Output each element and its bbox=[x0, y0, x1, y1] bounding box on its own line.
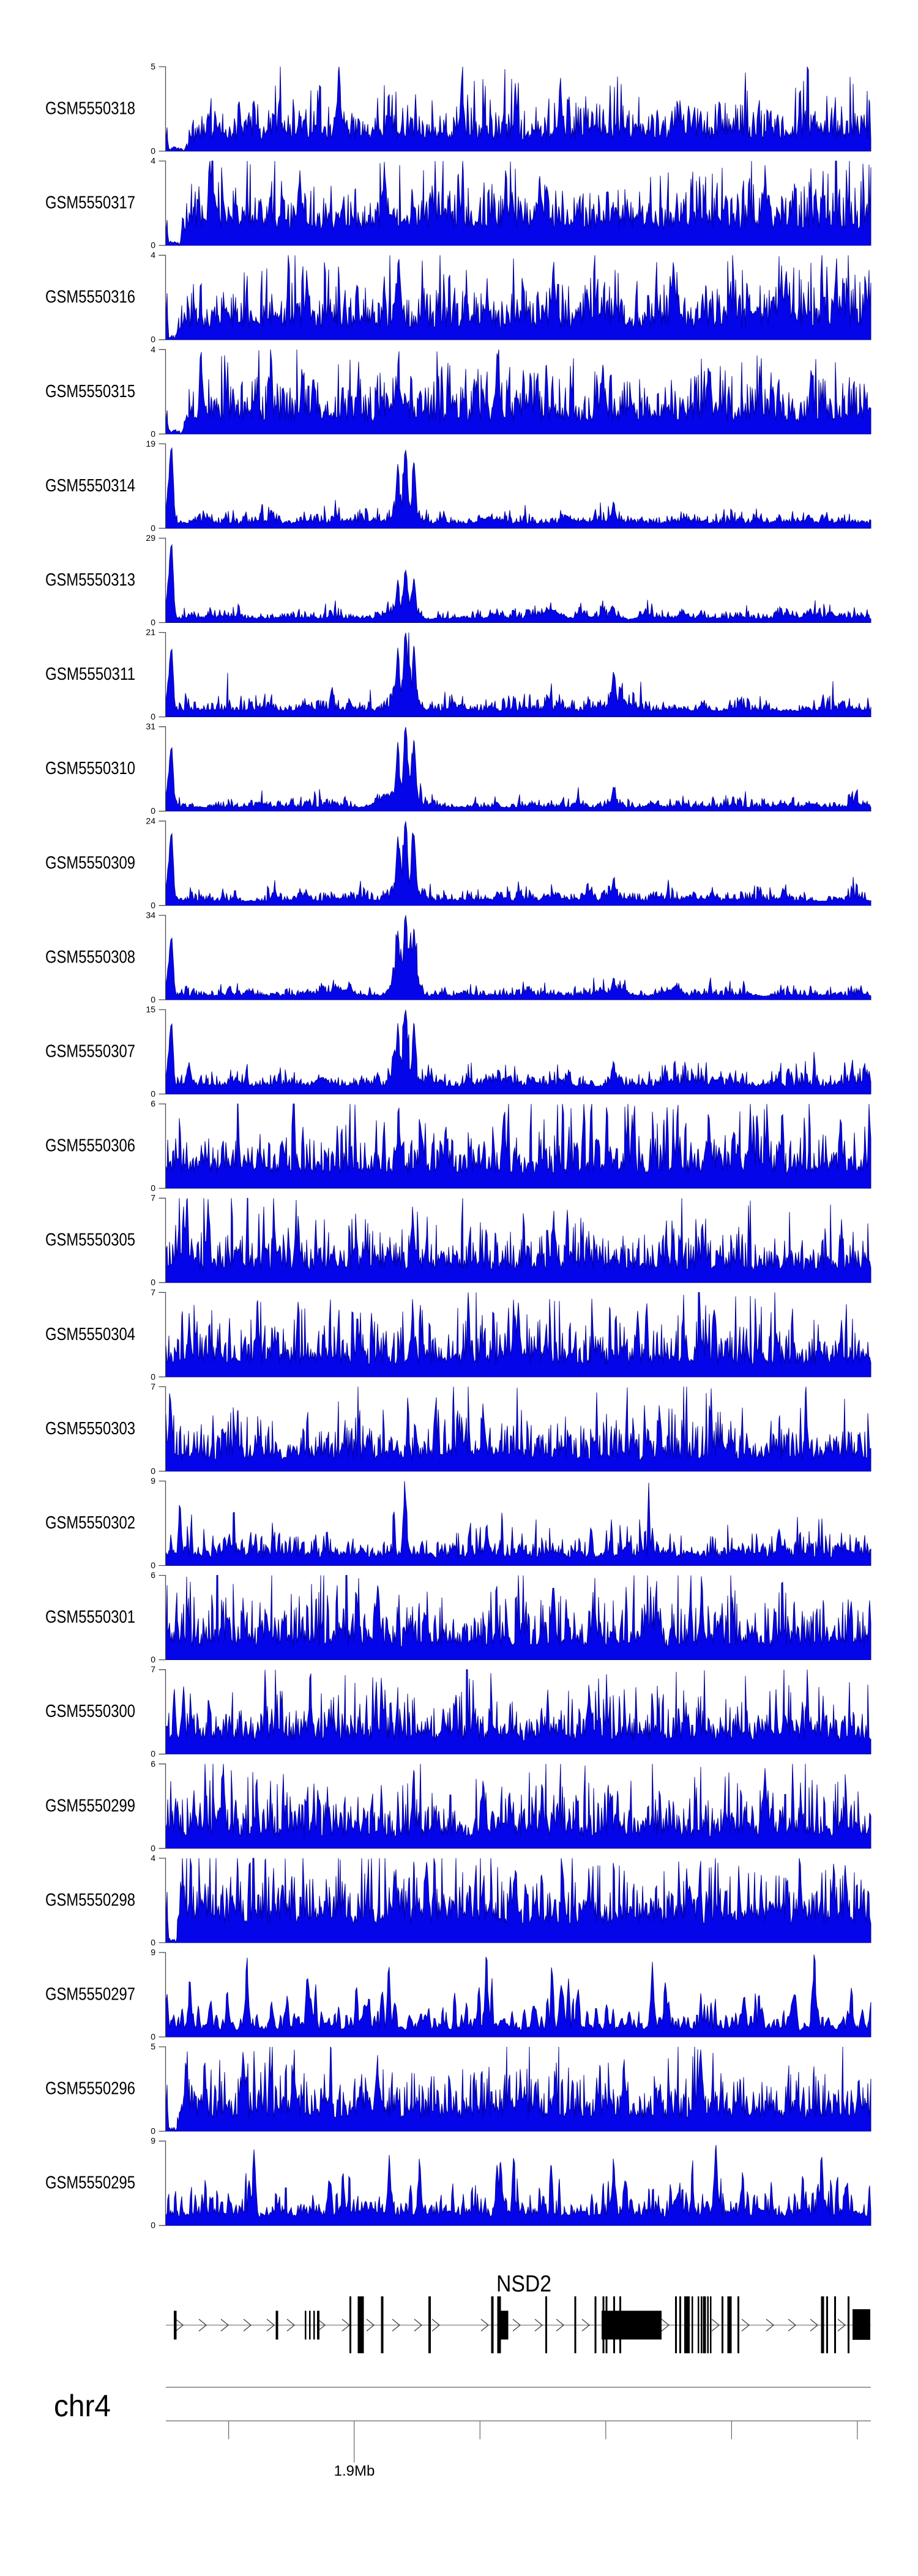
svg-text:GSM5550303: GSM5550303 bbox=[45, 1419, 135, 1439]
svg-text:0: 0 bbox=[151, 1089, 155, 1099]
svg-text:GSM5550316: GSM5550316 bbox=[45, 288, 135, 307]
svg-text:0: 0 bbox=[151, 1278, 155, 1287]
svg-text:4: 4 bbox=[151, 156, 155, 166]
svg-text:5: 5 bbox=[151, 2042, 155, 2052]
svg-text:0: 0 bbox=[151, 806, 155, 816]
svg-text:GSM5550298: GSM5550298 bbox=[45, 1890, 135, 1910]
svg-text:9: 9 bbox=[151, 1476, 155, 1486]
svg-text:34: 34 bbox=[146, 910, 155, 920]
svg-text:GSM5550318: GSM5550318 bbox=[45, 99, 135, 119]
svg-text:GSM5550305: GSM5550305 bbox=[45, 1230, 135, 1250]
svg-text:29: 29 bbox=[146, 533, 155, 543]
svg-text:0: 0 bbox=[151, 1560, 155, 1570]
svg-text:0: 0 bbox=[151, 240, 155, 250]
svg-text:0: 0 bbox=[151, 523, 155, 533]
svg-text:0: 0 bbox=[151, 429, 155, 439]
svg-text:0: 0 bbox=[151, 2032, 155, 2042]
svg-text:GSM5550309: GSM5550309 bbox=[45, 853, 135, 873]
svg-text:0: 0 bbox=[151, 994, 155, 1004]
svg-text:GSM5550296: GSM5550296 bbox=[45, 2079, 135, 2099]
svg-text:GSM5550299: GSM5550299 bbox=[45, 1796, 135, 1815]
svg-text:0: 0 bbox=[151, 2126, 155, 2136]
svg-text:0: 0 bbox=[151, 146, 155, 156]
svg-text:GSM5550302: GSM5550302 bbox=[45, 1513, 135, 1533]
svg-text:19: 19 bbox=[146, 439, 155, 449]
svg-text:0: 0 bbox=[151, 1749, 155, 1759]
svg-text:7: 7 bbox=[151, 1664, 155, 1674]
svg-text:9: 9 bbox=[151, 1948, 155, 1957]
svg-text:5: 5 bbox=[151, 62, 155, 72]
svg-text:15: 15 bbox=[146, 1005, 155, 1014]
svg-text:4: 4 bbox=[151, 344, 155, 354]
svg-text:GSM5550308: GSM5550308 bbox=[45, 947, 135, 967]
svg-text:GSM5550295: GSM5550295 bbox=[45, 2173, 135, 2193]
svg-text:7: 7 bbox=[151, 1382, 155, 1391]
svg-text:4: 4 bbox=[151, 1853, 155, 1863]
svg-text:NSD2: NSD2 bbox=[496, 2271, 551, 2297]
svg-text:6: 6 bbox=[151, 1759, 155, 1768]
svg-text:GSM5550307: GSM5550307 bbox=[45, 1042, 135, 1062]
svg-text:GSM5550311: GSM5550311 bbox=[45, 664, 135, 684]
svg-text:4: 4 bbox=[151, 250, 155, 260]
svg-text:0: 0 bbox=[151, 1843, 155, 1853]
svg-text:0: 0 bbox=[151, 900, 155, 910]
svg-text:0: 0 bbox=[151, 1183, 155, 1193]
svg-text:GSM5550313: GSM5550313 bbox=[45, 570, 135, 590]
svg-text:GSM5550317: GSM5550317 bbox=[45, 193, 135, 213]
svg-text:chr4: chr4 bbox=[54, 2389, 111, 2423]
svg-text:GSM5550306: GSM5550306 bbox=[45, 1136, 135, 1156]
svg-text:0: 0 bbox=[151, 1466, 155, 1476]
svg-text:9: 9 bbox=[151, 2136, 155, 2146]
svg-text:GSM5550300: GSM5550300 bbox=[45, 1702, 135, 1721]
svg-text:6: 6 bbox=[151, 1570, 155, 1580]
svg-text:6: 6 bbox=[151, 1099, 155, 1109]
svg-text:7: 7 bbox=[151, 1193, 155, 1203]
svg-text:0: 0 bbox=[151, 1372, 155, 1382]
svg-text:0: 0 bbox=[151, 1655, 155, 1664]
svg-text:0: 0 bbox=[151, 335, 155, 344]
svg-text:31: 31 bbox=[146, 721, 155, 731]
svg-text:GSM5550301: GSM5550301 bbox=[45, 1607, 135, 1627]
svg-text:GSM5550315: GSM5550315 bbox=[45, 382, 135, 401]
svg-text:0: 0 bbox=[151, 2220, 155, 2230]
svg-text:7: 7 bbox=[151, 1287, 155, 1297]
svg-text:1.9Mb: 1.9Mb bbox=[334, 2463, 375, 2479]
svg-text:GSM5550304: GSM5550304 bbox=[45, 1325, 135, 1344]
svg-text:GSM5550314: GSM5550314 bbox=[45, 476, 135, 496]
svg-text:0: 0 bbox=[151, 617, 155, 627]
svg-text:0: 0 bbox=[151, 1937, 155, 1947]
svg-text:GSM5550297: GSM5550297 bbox=[45, 1985, 135, 2005]
svg-text:0: 0 bbox=[151, 712, 155, 721]
svg-text:24: 24 bbox=[146, 816, 155, 825]
svg-text:GSM5550310: GSM5550310 bbox=[45, 759, 135, 778]
svg-text:21: 21 bbox=[146, 627, 155, 637]
